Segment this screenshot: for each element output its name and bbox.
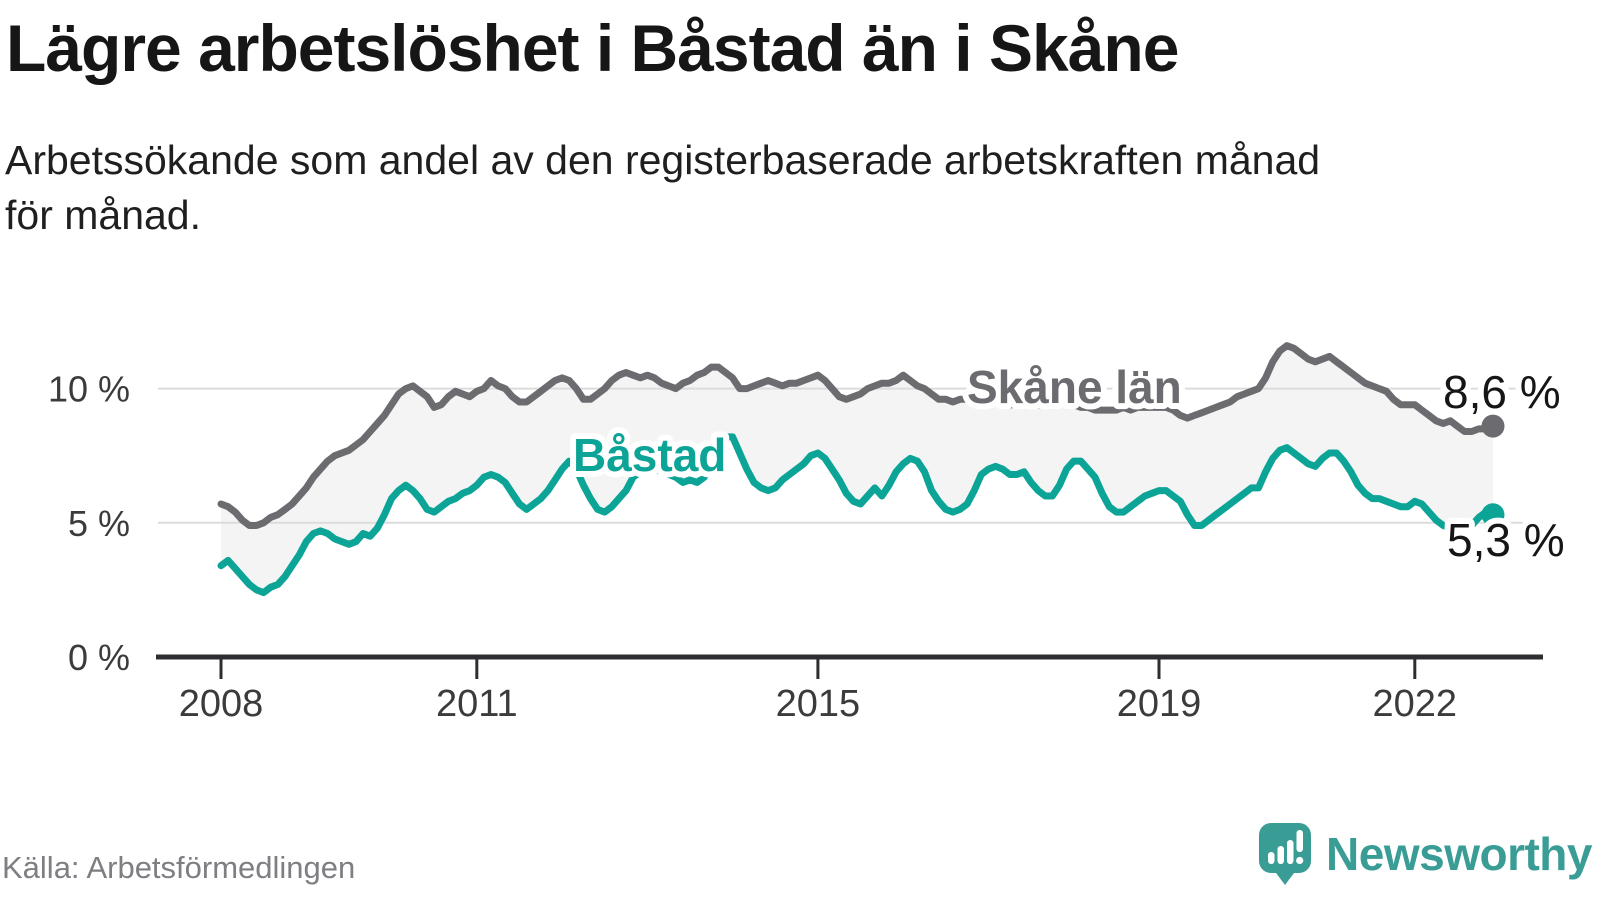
end-value-label-bastad: 5,3 % (1447, 514, 1565, 566)
speech-bubble-shape (1259, 823, 1312, 885)
area-between-series (221, 345, 1493, 593)
series-label-skane: Skåne län (967, 361, 1182, 413)
x-tick-label: 2008 (179, 683, 264, 725)
gridlines-and-yaxis-labels: 0 % 5 % 10 % (48, 369, 1543, 678)
page-title: Lägre arbetslöshet i Båstad än i Skåne (6, 11, 1179, 85)
series-lines (217, 342, 1505, 597)
exclamation-bar (1296, 830, 1304, 852)
line-bastad (217, 433, 1497, 597)
y-tick-label: 0 % (68, 637, 130, 678)
end-value-label-skane: 8,6 % (1443, 366, 1561, 418)
subtitle-line-2: för månad. (5, 191, 201, 238)
unemployment-line-chart: 0 % 5 % 10 % 2008 2011 2015 2019 2022 Skåne lä… (47, 342, 1571, 725)
series-label-bastad: Båstad (573, 429, 726, 481)
chart-labels: Skåne län Båstad 8,6 % 5,3 % (567, 355, 1571, 572)
subtitle-line-1: Arbetssökande som andel av den registerb… (5, 137, 1321, 183)
x-tick-label: 2011 (436, 683, 518, 725)
end-dot-bastad (1481, 503, 1505, 527)
x-tick-label: 2019 (1117, 683, 1202, 725)
brand-name: Newsworthy (1326, 828, 1592, 880)
bar-small (1268, 852, 1275, 864)
band-between-lines (221, 345, 1493, 593)
y-tick-label: 5 % (68, 503, 130, 544)
exclamation-dot (1296, 856, 1304, 865)
x-axis: 2008 2011 2015 2019 2022 (156, 654, 1543, 725)
bar-large (1287, 840, 1294, 864)
newsworthy-logo-icon (1259, 823, 1312, 885)
x-tick-label: 2015 (776, 683, 861, 725)
y-tick-label: 10 % (48, 369, 130, 410)
source-credit: Källa: Arbetsförmedlingen (2, 850, 356, 885)
chart-subtitle: Arbetssökande som andel av den registerb… (5, 133, 1505, 242)
x-tick-label: 2022 (1373, 683, 1458, 725)
line-skane (217, 342, 1497, 529)
newsworthy-brand: Newsworthy (1257, 822, 1592, 886)
bar-medium (1277, 846, 1285, 864)
end-dot-skane (1481, 414, 1505, 438)
footer: Källa: Arbetsförmedlingen Newsworthy (0, 820, 1600, 900)
